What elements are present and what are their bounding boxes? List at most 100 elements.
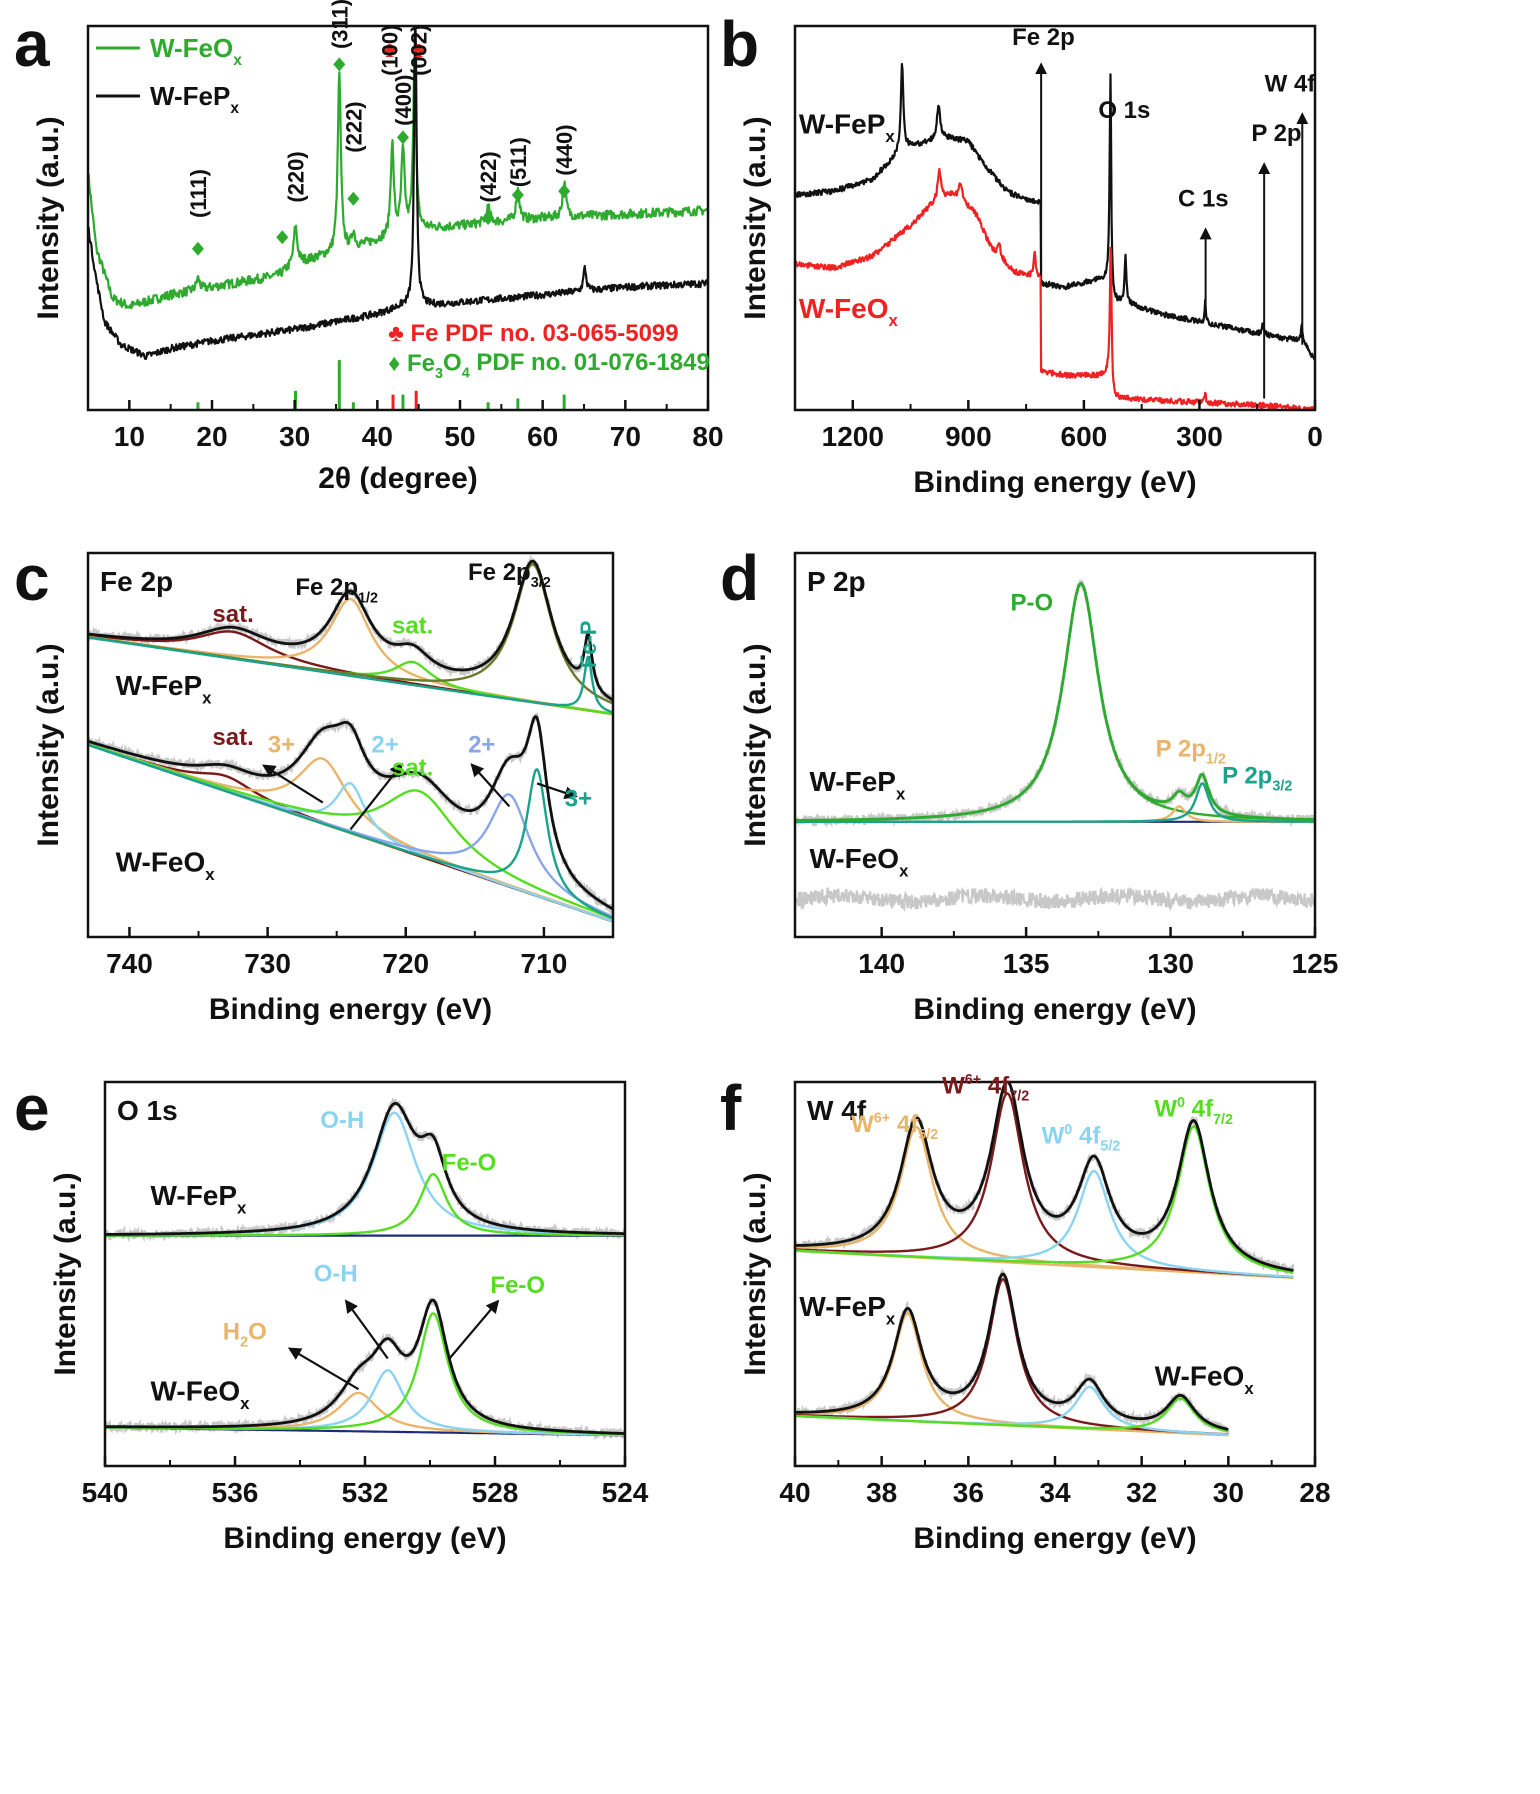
peak-annotation: Fe 2p3/2 bbox=[468, 559, 551, 591]
peak-annotation-part: 7/2 bbox=[1213, 1112, 1233, 1128]
peak-annotation-part: 4f bbox=[890, 1111, 919, 1138]
peak-annotation-part: 1/2 bbox=[358, 590, 378, 606]
legend-label-part: W-FeO bbox=[150, 33, 233, 63]
peak-annotation: (440) bbox=[552, 124, 577, 175]
sample-label-part: x bbox=[896, 784, 906, 803]
x-tick-label: 30 bbox=[279, 421, 310, 452]
plot-frame bbox=[793, 24, 1317, 412]
component-line bbox=[105, 1173, 625, 1237]
raw-data-line bbox=[795, 1082, 1295, 1276]
sample-label-part: x bbox=[1244, 1379, 1254, 1398]
peak-annotation: (222) bbox=[341, 101, 366, 152]
peak-annotation: (511) bbox=[506, 137, 531, 187]
component-line bbox=[795, 782, 1315, 823]
sample-label: W-FePx bbox=[116, 670, 213, 707]
peak-annotation-part: W bbox=[942, 1073, 965, 1100]
peak-annotation-part: W bbox=[1042, 1122, 1065, 1149]
x-tick-label: 20 bbox=[196, 421, 227, 452]
raw-data-line bbox=[88, 554, 613, 704]
peak-annotation: sat. bbox=[392, 613, 433, 640]
y-axis-label: Intensity (a.u.) bbox=[49, 1172, 82, 1375]
x-tick-label: 30 bbox=[1213, 1477, 1244, 1508]
raw-data-line bbox=[105, 1297, 625, 1441]
diamond-marker bbox=[276, 230, 289, 245]
sample-label: W-FeOx bbox=[809, 843, 909, 880]
sample-label-part: x bbox=[889, 311, 899, 330]
x-tick-label: 524 bbox=[602, 1477, 649, 1508]
sample-label-part: x bbox=[885, 127, 895, 146]
x-tick-label: 740 bbox=[106, 948, 153, 979]
plot-frame bbox=[103, 1080, 627, 1468]
panel-letter-c: c bbox=[14, 542, 50, 614]
reference-note-part: O bbox=[443, 349, 462, 376]
peak-annotation-part: 3/2 bbox=[1272, 779, 1292, 795]
sample-label-part: W-FeP bbox=[799, 109, 886, 140]
panel-b: b 1200 900 600 300 0 Binding energy (eV) Intens… bbox=[720, 8, 1323, 499]
pointer-arrow bbox=[287, 1347, 360, 1391]
diamond-marker bbox=[396, 130, 409, 145]
sample-label: W-FeOx bbox=[1155, 1360, 1255, 1397]
peak-annotation: W0 4f7/2 bbox=[1154, 1095, 1233, 1128]
sample-label: W-FePx bbox=[809, 766, 906, 803]
panel-title: P 2p bbox=[807, 566, 866, 597]
plot-frame bbox=[86, 24, 710, 412]
panel-letter-b: b bbox=[720, 8, 759, 80]
sample-label: W-FeOx bbox=[116, 847, 216, 884]
legend-label-part: x bbox=[233, 52, 242, 69]
sample-label-part: W-FeO bbox=[116, 847, 206, 878]
plot-frame bbox=[86, 551, 615, 939]
component-line bbox=[88, 743, 613, 920]
reference-note: ♦ Fe3O4 PDF no. 01-076-1849 bbox=[388, 349, 710, 382]
peak-annotation: H2O bbox=[223, 1318, 267, 1350]
legend-label-part: W-FeP bbox=[150, 81, 230, 111]
envelope-line bbox=[105, 1298, 625, 1435]
x-tick-label: 36 bbox=[953, 1477, 984, 1508]
peak-annotation: P-O bbox=[1011, 590, 1054, 617]
diamond-marker bbox=[558, 184, 571, 199]
series-line-W-FeOx bbox=[88, 56, 708, 310]
peak-annotation-part: 0 bbox=[1064, 1122, 1072, 1138]
peak-annotation: (311) bbox=[327, 0, 352, 49]
reference-note-part: ♦ Fe bbox=[388, 350, 435, 377]
x-tick-label: 0 bbox=[1307, 421, 1323, 452]
peak-annotation: P 2p bbox=[1251, 120, 1301, 147]
sample-label-part: x bbox=[899, 861, 909, 880]
peak-annotation-part: 6+ bbox=[874, 1110, 890, 1126]
reference-note-part: 3 bbox=[435, 366, 443, 382]
panel-d: d 140 135 130 125 Binding energy (eV) Intensit… bbox=[720, 542, 1338, 1026]
envelope-line bbox=[88, 559, 613, 702]
pointer-arrow bbox=[536, 782, 578, 800]
peak-annotation: Fe 2p bbox=[1012, 24, 1075, 51]
peak-annotation-part: 3/2 bbox=[531, 575, 551, 591]
diamond-marker bbox=[511, 187, 524, 202]
peak-annotation: 3+ bbox=[565, 785, 592, 812]
envelope-line bbox=[795, 1272, 1229, 1431]
peak-annotation-part: 5/2 bbox=[918, 1127, 938, 1143]
x-axis-label: Binding energy (eV) bbox=[913, 466, 1196, 499]
sample-label-part: x bbox=[237, 1198, 247, 1217]
sample-label-part: W-FeP bbox=[799, 1291, 886, 1322]
peak-annotation: (100) bbox=[378, 25, 403, 76]
panel-letter-a: a bbox=[14, 8, 50, 80]
peak-annotation: Fe-O bbox=[490, 1272, 545, 1299]
peak-annotation: W6+ 4f5/2 bbox=[851, 1110, 938, 1143]
panel-c: c 740 730 720 710 Binding energy (eV) Intensit… bbox=[14, 542, 615, 1026]
x-tick-label: 125 bbox=[1292, 948, 1339, 979]
peak-annotation: Fe-O bbox=[442, 1149, 497, 1176]
envelope-line bbox=[88, 715, 613, 911]
x-tick-label: 28 bbox=[1299, 1477, 1330, 1508]
sample-label-part: W-FeP bbox=[116, 670, 203, 701]
plot-area-c bbox=[88, 554, 613, 923]
sample-label-part: W-FeO bbox=[809, 843, 899, 874]
peak-annotation: (111) bbox=[186, 169, 211, 218]
sample-label: W-FePx bbox=[151, 1180, 248, 1217]
envelope-line bbox=[795, 581, 1315, 822]
component-line bbox=[105, 1312, 625, 1436]
peak-annotation-part: W bbox=[1154, 1096, 1177, 1123]
plot-area-d bbox=[795, 579, 1315, 913]
peak-annotation-part: 4f bbox=[981, 1073, 1010, 1100]
reference-note-part: 4 bbox=[462, 366, 470, 382]
x-tick-label: 1200 bbox=[822, 421, 884, 452]
pointer-arrow bbox=[448, 1299, 500, 1360]
peak-annotation: W6+ 4f7/2 bbox=[942, 1072, 1029, 1105]
